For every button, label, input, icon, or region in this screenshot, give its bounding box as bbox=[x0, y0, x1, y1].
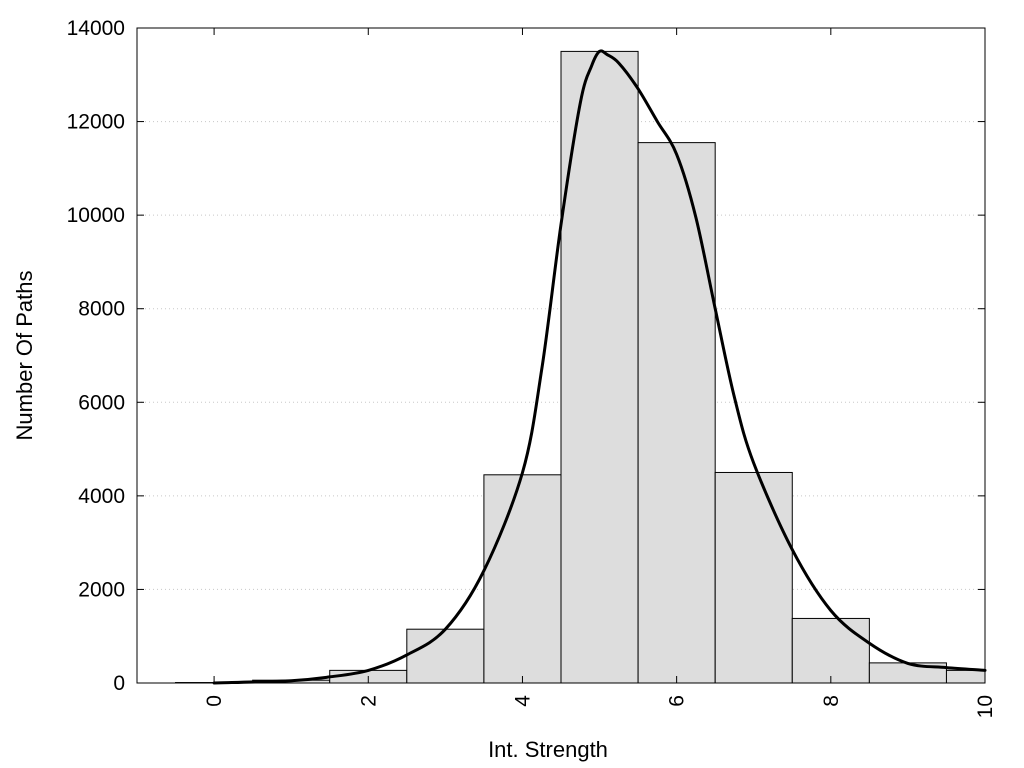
histogram-bar bbox=[483, 474, 562, 684]
histogram-bar bbox=[406, 628, 485, 684]
histogram-bar bbox=[714, 471, 793, 684]
x-axis-ticks: 0 2 4 6 8 10 bbox=[203, 28, 997, 718]
x-axis-title: Int. Strength bbox=[488, 737, 608, 762]
histogram-bar bbox=[945, 669, 986, 684]
y-tick-label: 0 bbox=[113, 672, 125, 695]
y-axis-title: Number Of Paths bbox=[12, 271, 37, 441]
x-tick-label: 6 bbox=[666, 695, 689, 707]
histogram-bar bbox=[637, 142, 716, 684]
y-tick-label: 4000 bbox=[78, 485, 125, 508]
histogram-bar bbox=[791, 617, 870, 684]
y-tick-label: 2000 bbox=[78, 578, 125, 601]
y-tick-label: 6000 bbox=[78, 391, 125, 414]
plot-frame bbox=[136, 27, 986, 684]
x-tick-label: 2 bbox=[357, 695, 380, 707]
histogram-bars bbox=[175, 50, 986, 684]
y-tick-label: 12000 bbox=[67, 111, 125, 134]
x-tick-label: 4 bbox=[511, 695, 534, 707]
y-axis-ticks: 0 2000 4000 6000 8000 10000 12000 14000 bbox=[67, 17, 985, 695]
x-tick-label: 10 bbox=[974, 695, 997, 718]
y-tick-label: 14000 bbox=[67, 17, 125, 40]
y-tick-label: 8000 bbox=[78, 298, 125, 321]
y-tick-label: 10000 bbox=[67, 204, 125, 227]
x-tick-label: 0 bbox=[203, 695, 226, 707]
x-tick-label: 8 bbox=[820, 695, 843, 707]
density-curve bbox=[212, 49, 987, 685]
